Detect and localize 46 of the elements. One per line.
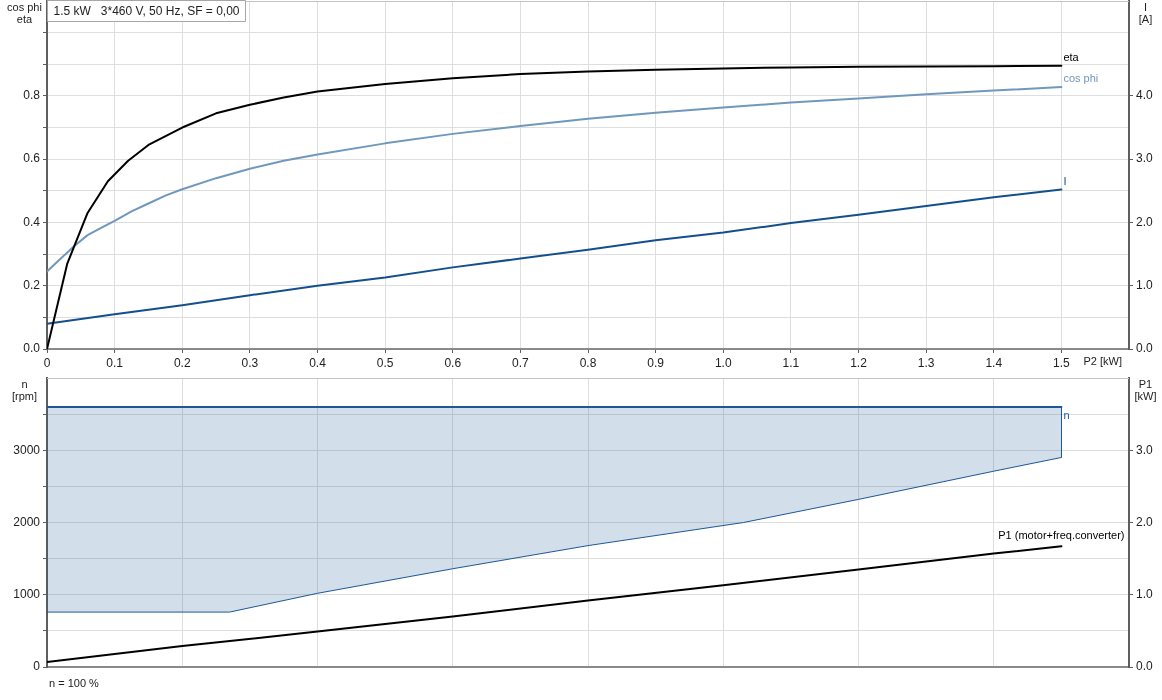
y-tick-label: 0.2 [23, 278, 41, 293]
y2-axis-title: P1 [kW] [1134, 377, 1157, 402]
x-tick-label: 0.6 [444, 355, 462, 370]
x-tick-label: 1.2 [850, 355, 868, 370]
y-tick-label: 0.4 [23, 214, 41, 229]
chart-title: 1.5 kW 3*460 V, 50 Hz, SF = 0,00 [53, 4, 240, 19]
y2-axis-title: I [A] [1138, 0, 1153, 25]
y2-tick-label: 3.0 [1136, 151, 1154, 166]
y-tick-label: 3000 [13, 442, 41, 457]
y2-tick-label: 4.0 [1136, 88, 1154, 103]
y2-tick-label: 0.0 [1136, 341, 1154, 356]
y2-tick-label: 1.0 [1136, 587, 1154, 602]
x-tick-label: 0.9 [647, 355, 665, 370]
x-axis-title: P2 [kW] [1083, 354, 1122, 367]
y-tick-label: 0.6 [23, 151, 41, 166]
y-tick-label: 0.8 [23, 88, 41, 103]
x-tick-label: 1.4 [985, 355, 1003, 370]
series-label: P1 (motor+freq.converter) [998, 529, 1125, 542]
y2-tick-label: 0.0 [1136, 659, 1154, 674]
y-tick-label: 1000 [13, 587, 41, 602]
x-tick-label: 1.5 [1053, 355, 1071, 370]
x-tick-label: 0.2 [173, 355, 191, 370]
series-label: n [1063, 408, 1070, 421]
x-tick-label: 1.3 [917, 355, 935, 370]
x-tick-label: 0.4 [309, 355, 327, 370]
text: n = 100 % [49, 676, 100, 689]
x-tick-label: 1.0 [714, 355, 732, 370]
series-label: I [1063, 174, 1067, 187]
y2-tick-label: 2.0 [1136, 514, 1154, 529]
y-tick-label: 0.0 [23, 341, 41, 356]
y-tick-label: 0 [33, 659, 41, 674]
y-tick-label: 2000 [13, 514, 41, 529]
y2-tick-label: 1.0 [1136, 278, 1154, 293]
y-axis-title: cos phi eta [7, 0, 42, 25]
y2-tick-label: 3.0 [1136, 442, 1154, 457]
series-label: cos phi [1063, 72, 1099, 85]
x-tick-label: 0.7 [512, 355, 530, 370]
y-axis-title: n [rpm] [11, 377, 38, 402]
x-tick-label: 1.1 [782, 355, 800, 370]
series-label: eta [1063, 50, 1080, 63]
y2-tick-label: 2.0 [1136, 214, 1154, 229]
x-tick-label: 0.8 [579, 355, 597, 370]
x-tick-label: 0 [43, 355, 51, 370]
x-tick-label: 0.5 [376, 355, 394, 370]
x-tick-label: 0.3 [241, 355, 259, 370]
x-tick-label: 0.1 [106, 355, 124, 370]
